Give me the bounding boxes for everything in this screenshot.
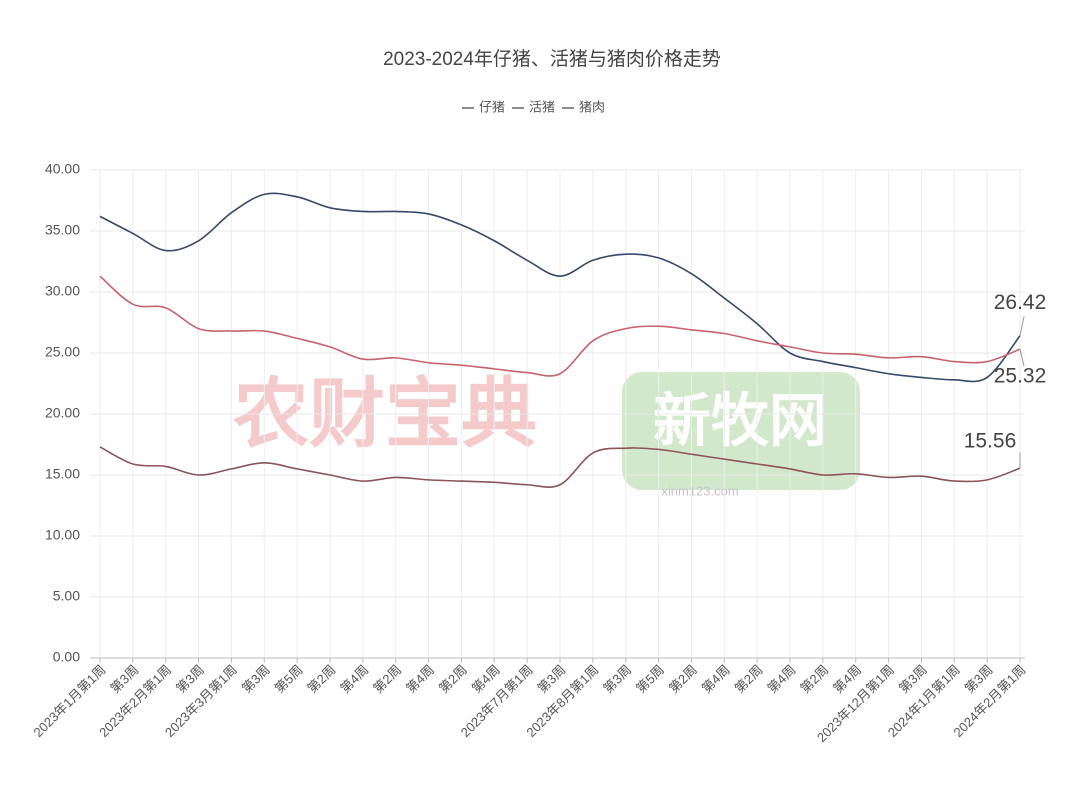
x-tick-label: 第2周: [436, 662, 470, 696]
label-leader: [1019, 316, 1025, 336]
series-line: [99, 446, 1021, 488]
label-leader: [1019, 348, 1025, 367]
x-tick-label: 第4周: [764, 662, 798, 696]
x-tick-label: 第3周: [239, 662, 273, 696]
series-line: [99, 275, 1021, 377]
x-tick-label: 第5周: [633, 662, 667, 696]
x-tick-label: 第2周: [370, 662, 404, 696]
legend-label: 活猪: [529, 99, 555, 114]
chart-title: 2023-2024年仔猪、活猪与猪肉价格走势: [383, 48, 721, 70]
y-tick-label: 35.00: [45, 222, 80, 238]
y-tick-label: 0.00: [53, 649, 80, 665]
y-tick-label: 5.00: [53, 588, 80, 604]
series-line: [99, 192, 1021, 383]
y-tick-label: 20.00: [45, 405, 80, 421]
watermark-text: 新牧网: [653, 388, 827, 453]
y-tick-label: 30.00: [45, 283, 80, 299]
y-tick-label: 10.00: [45, 527, 80, 543]
watermark-box: [622, 372, 860, 490]
data-label: 15.56: [964, 430, 1017, 453]
watermark-text: xinm123.com: [661, 483, 738, 498]
x-tick-label: 第2周: [666, 662, 700, 696]
x-tick-label: 第5周: [272, 662, 306, 696]
data-label: 26.42: [994, 291, 1047, 314]
legend-label: 仔猪: [479, 99, 505, 114]
legend-label: 猪肉: [579, 99, 605, 114]
x-tick-label: 第2周: [732, 662, 766, 696]
y-tick-label: 40.00: [45, 161, 80, 177]
watermark: 农财宝典 新牧网 xinm123.com: [233, 372, 860, 498]
x-tick-label: 第4周: [403, 662, 437, 696]
x-tick-label: 第4周: [337, 662, 371, 696]
y-tick-label: 25.00: [45, 344, 80, 360]
x-tick-label: 第2周: [797, 662, 831, 696]
watermark-text: 农财宝典: [233, 372, 537, 457]
x-tick-label: 第3周: [600, 662, 634, 696]
y-tick-label: 15.00: [45, 466, 80, 482]
x-tick-label: 第2周: [304, 662, 338, 696]
data-label: 25.32: [994, 365, 1047, 388]
x-tick-label: 第4周: [699, 662, 733, 696]
